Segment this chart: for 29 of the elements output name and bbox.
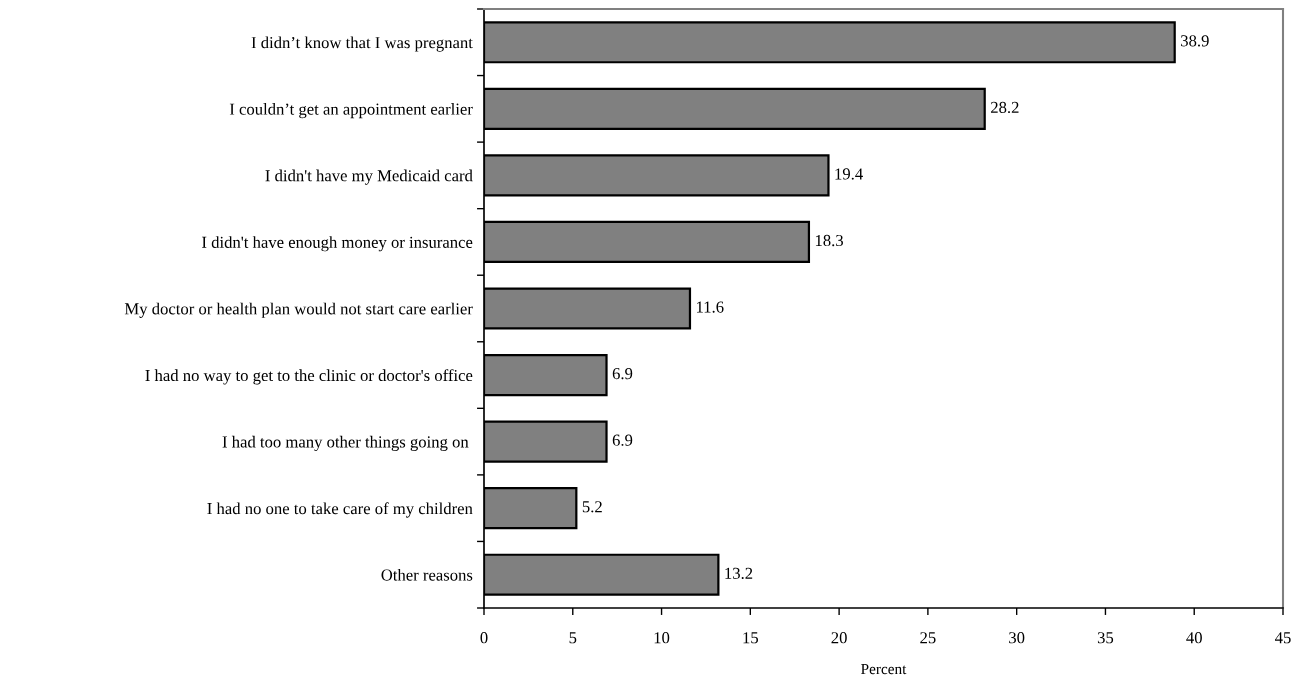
data-label: 11.6 — [696, 301, 724, 313]
x-tick-label: 40 — [1186, 632, 1202, 644]
data-label: 5.2 — [582, 501, 602, 513]
data-label: 19.4 — [835, 168, 863, 180]
data-label: 18.3 — [815, 234, 843, 247]
y-tick-label: I didn’t know that I was pregnant — [251, 36, 473, 52]
y-tick-label: I had no way to get to the clinic or doctor's office — [145, 369, 473, 385]
data-label: 6.9 — [612, 368, 633, 380]
data-label: 28.2 — [990, 101, 1019, 114]
y-tick-label: My doctor or health plan would not start care earlier — [124, 302, 473, 318]
x-tick-label: 30 — [1009, 632, 1025, 644]
y-tick-label: I couldn’t get an appointment earlier — [229, 103, 473, 119]
data-label: 13.2 — [725, 567, 753, 579]
x-tick-label: 20 — [831, 632, 847, 644]
y-tick-label: I didn't have enough money or insurance — [202, 236, 473, 252]
x-tick-label: 45 — [1274, 632, 1291, 644]
y-tick-label: I had too many other things going on — [222, 435, 469, 451]
x-tick-label: 5 — [569, 632, 577, 644]
y-tick-label: Other reasons — [381, 568, 473, 581]
y-tick-label: I didn't have my Medicaid card — [265, 169, 473, 185]
y-tick-label: I had no one to take care of my children — [207, 502, 473, 518]
x-tick-label: 25 — [920, 632, 936, 644]
data-label: 6.9 — [612, 434, 633, 446]
x-tick-label: 35 — [1097, 632, 1114, 644]
x-axis-title: Percent — [861, 663, 907, 675]
x-tick-label: 0 — [480, 632, 488, 644]
data-label: 38.9 — [1181, 35, 1209, 47]
x-tick-label: 10 — [654, 632, 670, 644]
x-tick-label: 15 — [743, 632, 759, 644]
